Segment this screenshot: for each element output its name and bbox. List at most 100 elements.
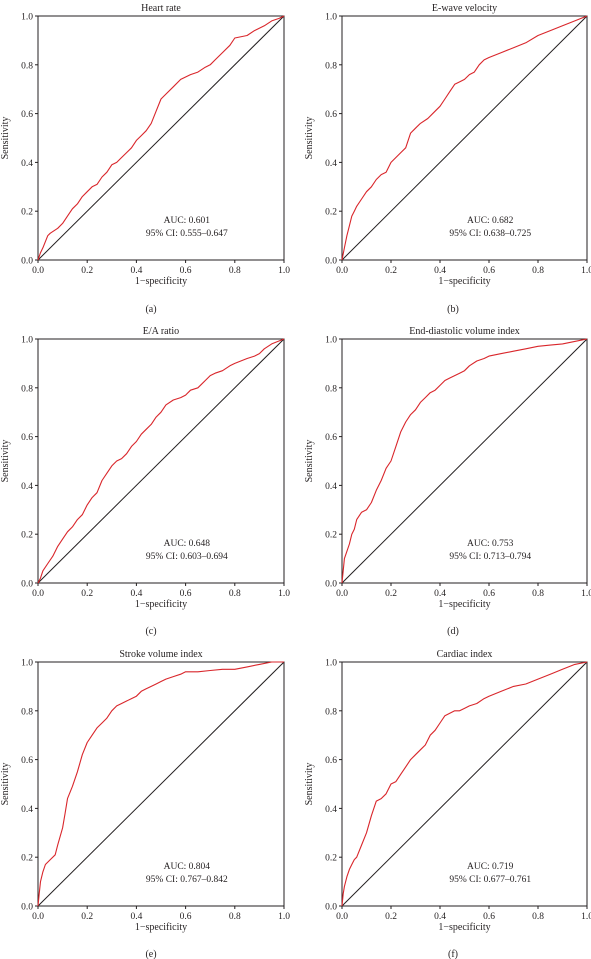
x-tick-label: 1.0	[581, 589, 591, 599]
y-tick-label: 0.6	[21, 110, 33, 120]
x-tick-label: 0.8	[532, 912, 544, 922]
y-tick-label: 0.8	[325, 384, 337, 394]
y-tick-label: 0.2	[21, 208, 33, 218]
roc-panel-d: 0.00.0 0.2 0.2 0.4 0.4 0.6 0.6 0.8 0.8 1.0 1.0 End-…	[304, 326, 591, 637]
roc-curve	[37, 15, 285, 261]
roc-panel-e: 0.00.0 0.2 0.2 0.4 0.4 0.6 0.6 0.8 0.8 1.0 1.0 Stro…	[0, 649, 290, 959]
y-tick-label: 1.0	[325, 659, 337, 669]
x-tick-label: 0.8	[229, 912, 241, 922]
plot-frame	[37, 338, 285, 584]
x-tick-label: 0.2	[385, 912, 397, 922]
ci-annotation: 95% CI: 0.555–0.647	[146, 229, 228, 239]
x-tick-label: 0.6	[180, 589, 192, 599]
x-axis-label: 1−specificity	[135, 922, 187, 933]
y-axis-label: Sensitivity	[304, 117, 315, 160]
y-tick-label: 0.2	[325, 854, 337, 864]
y-tick-label: 0.0	[325, 257, 337, 267]
x-tick-label: 0.4	[434, 266, 446, 276]
x-tick-label: 0.2	[385, 266, 397, 276]
y-tick-label: 0.2	[325, 531, 337, 541]
roc-panel-b: 0.00.0 0.2 0.2 0.4 0.4 0.6 0.6 0.8 0.8 1.0 1.0 E-wa…	[304, 3, 591, 315]
y-tick-label: 1.0	[325, 13, 337, 23]
panel-title: E-wave velocity	[432, 3, 497, 14]
reference-diagonal	[37, 338, 285, 584]
y-axis-label: Sensitivity	[0, 440, 11, 483]
auc-annotation: AUC: 0.804	[164, 862, 211, 872]
auc-annotation: AUC: 0.682	[467, 216, 514, 226]
x-tick-label: 0.8	[532, 589, 544, 599]
x-tick-label: 1.0	[278, 266, 290, 276]
y-axis-label: Sensitivity	[304, 440, 315, 483]
y-tick-label: 0.8	[325, 707, 337, 717]
y-tick-label: 0.6	[325, 110, 337, 120]
plot-frame	[341, 15, 588, 261]
y-tick-label: 0.6	[325, 433, 337, 443]
roc-curve	[341, 661, 588, 907]
reference-diagonal	[37, 15, 285, 261]
panel-letter: (b)	[447, 304, 459, 315]
x-tick-label: 0.6	[483, 912, 495, 922]
y-tick-label: 0.4	[21, 482, 33, 492]
panel-title: E/A ratio	[143, 326, 179, 337]
y-tick-label: 0.8	[21, 61, 33, 71]
panel-letter: (c)	[145, 626, 156, 637]
x-tick-label: 0.6	[180, 266, 192, 276]
reference-diagonal	[341, 15, 588, 261]
ci-annotation: 95% CI: 0.603–0.694	[146, 552, 228, 562]
ci-annotation: 95% CI: 0.713–0.794	[449, 552, 531, 562]
y-tick-label: 0.4	[325, 482, 337, 492]
y-tick-label: 0.0	[21, 903, 33, 913]
roc-curve	[37, 661, 284, 907]
y-tick-label: 0.6	[21, 756, 33, 766]
y-tick-label: 0.8	[21, 707, 33, 717]
y-tick-label: 0.6	[21, 433, 33, 443]
x-axis-label: 1−specificity	[135, 599, 187, 610]
x-tick-label: 0.2	[81, 266, 93, 276]
x-tick-label: 0.6	[483, 589, 495, 599]
x-tick-label: 0.2	[81, 912, 93, 922]
y-tick-label: 0.8	[325, 61, 337, 71]
roc-curve	[341, 338, 588, 584]
roc-panel-a: 0.00.0 0.2 0.2 0.4 0.4 0.6 0.6 0.8 0.8 1.0 1.0 Hear…	[0, 3, 290, 315]
y-axis-label: Sensitivity	[0, 117, 11, 160]
panel-title: Stroke volume index	[119, 649, 202, 660]
panel-title: Heart rate	[141, 3, 181, 14]
reference-diagonal	[341, 661, 588, 907]
x-tick-label: 0.8	[229, 266, 241, 276]
y-tick-label: 0.4	[325, 805, 337, 815]
y-tick-label: 0.0	[21, 580, 33, 590]
plot-frame	[37, 15, 285, 261]
ci-annotation: 95% CI: 0.677–0.761	[449, 875, 531, 885]
panel-title: Cardiac index	[437, 649, 493, 660]
y-tick-label: 0.2	[21, 531, 33, 541]
y-tick-label: 1.0	[21, 13, 33, 23]
panel-letter: (a)	[145, 304, 156, 315]
x-tick-label: 0.0	[336, 266, 348, 276]
reference-diagonal	[37, 661, 285, 907]
y-tick-label: 0.4	[325, 159, 337, 169]
x-tick-label: 0.4	[434, 589, 446, 599]
x-tick-label: 0.0	[336, 589, 348, 599]
plot-frame	[37, 661, 285, 907]
y-tick-label: 0.2	[325, 208, 337, 218]
x-tick-label: 0.6	[180, 912, 192, 922]
reference-diagonal	[341, 338, 588, 584]
roc-panel-f: 0.00.0 0.2 0.2 0.4 0.4 0.6 0.6 0.8 0.8 1.0 1.0 Card…	[304, 649, 591, 959]
y-tick-label: 0.0	[325, 580, 337, 590]
x-tick-label: 0.0	[32, 266, 44, 276]
roc-curve	[37, 338, 285, 584]
panel-letter: (d)	[447, 626, 459, 637]
plot-frame	[341, 338, 588, 584]
x-tick-label: 0.4	[130, 266, 142, 276]
x-tick-label: 0.4	[434, 912, 446, 922]
x-tick-label: 0.2	[81, 589, 93, 599]
ci-annotation: 95% CI: 0.767–0.842	[146, 875, 228, 885]
y-axis-label: Sensitivity	[304, 763, 315, 806]
y-tick-label: 0.6	[325, 756, 337, 766]
y-axis-label: Sensitivity	[0, 763, 11, 806]
x-tick-label: 0.6	[483, 266, 495, 276]
x-tick-label: 0.4	[130, 589, 142, 599]
y-tick-label: 1.0	[325, 336, 337, 346]
auc-annotation: AUC: 0.601	[164, 216, 211, 226]
